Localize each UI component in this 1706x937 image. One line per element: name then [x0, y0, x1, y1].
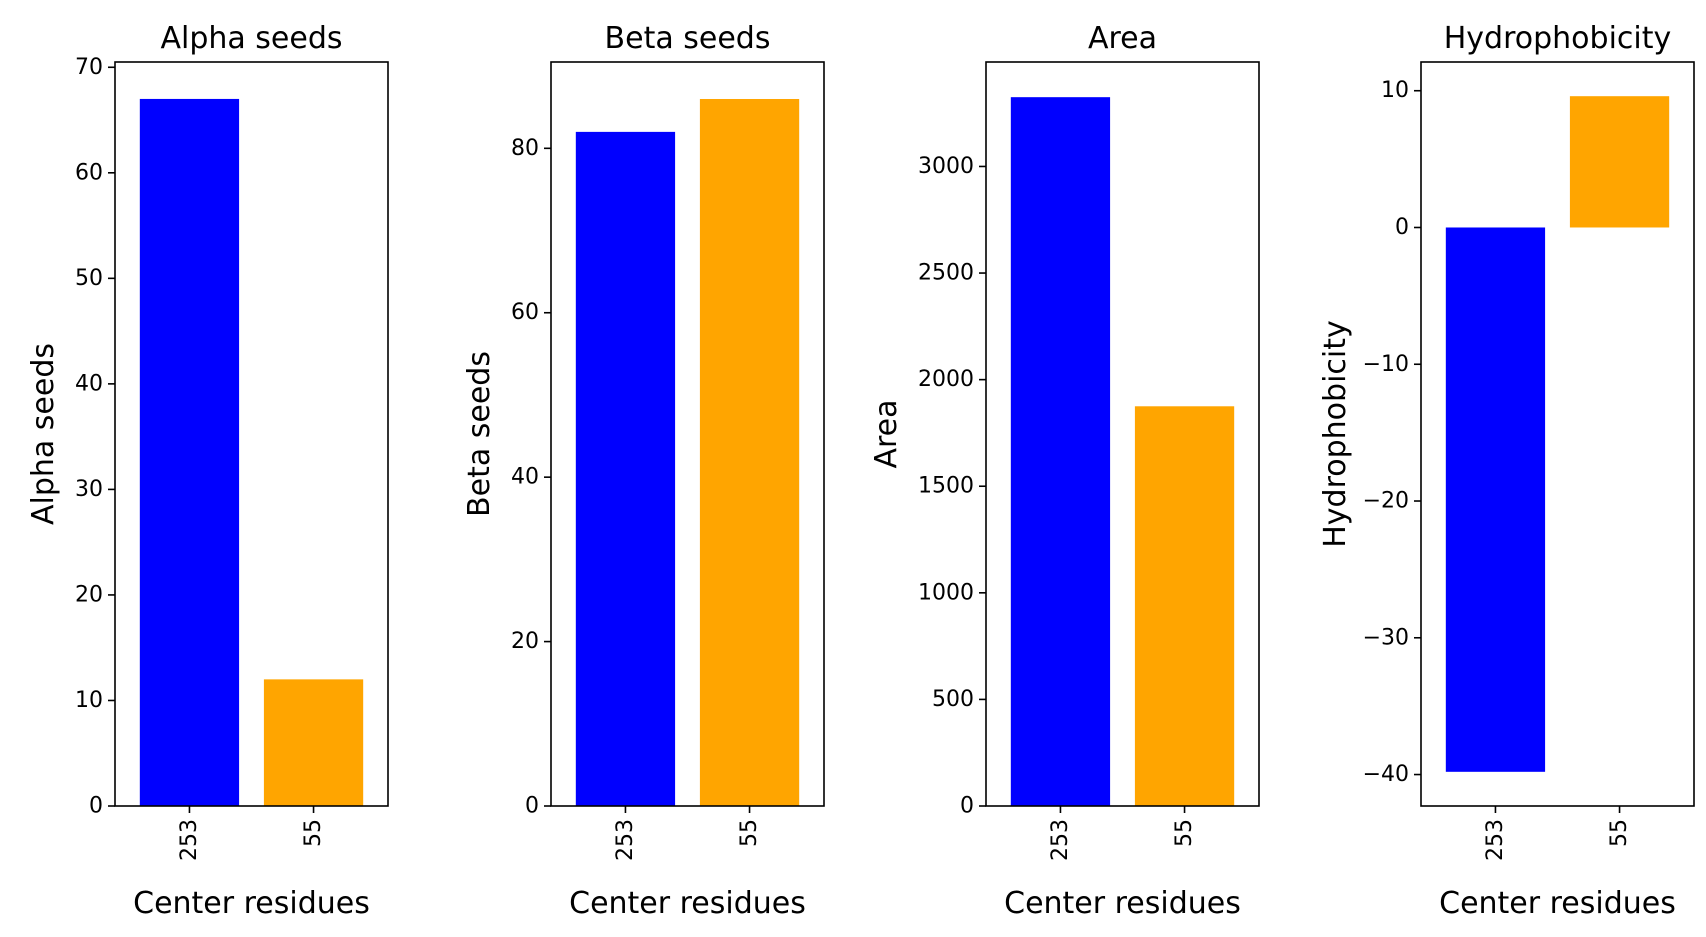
chart-area-title: Area	[1088, 21, 1157, 56]
chart-hydrophobicity-bar-253	[1445, 227, 1546, 772]
chart-alpha-seeds-title: Alpha seeds	[160, 21, 342, 56]
chart-beta-seeds-ylabel: Beta seeds	[462, 351, 497, 517]
chart-alpha-seeds-ytick-label: 50	[75, 266, 103, 291]
chart-alpha-seeds-ytick-label: 10	[75, 688, 103, 713]
chart-hydrophobicity-bar-55	[1569, 96, 1670, 228]
chart-area-axes-frame	[985, 61, 1260, 807]
chart-area-ytick-label: 2000	[918, 367, 974, 392]
chart-alpha-seeds-ylabel: Alpha seeds	[26, 343, 61, 525]
chart-beta-seeds-ytick-label: 20	[511, 629, 539, 654]
chart-area-ytick-label: 1500	[918, 474, 974, 499]
chart-beta-seeds-xtick-label: 55	[737, 819, 762, 847]
chart-beta-seeds-ytick-label: 0	[525, 794, 539, 819]
chart-hydrophobicity: −40 −30 −20 −10 0 10 253 55 Hydrophobicity Center…	[1318, 21, 1695, 921]
chart-hydrophobicity-ytick-label: −20	[1363, 489, 1409, 514]
chart-alpha-seeds-bar-55	[263, 679, 364, 806]
chart-beta-seeds-bar-55	[699, 98, 800, 806]
chart-alpha-seeds-ytick-label: 20	[75, 582, 103, 607]
chart-area-xlabel: Center residues	[1004, 886, 1241, 921]
chart-alpha-seeds-ytick-label: 40	[75, 371, 103, 396]
chart-beta-seeds-axes-frame	[550, 61, 825, 807]
chart-hydrophobicity-ytick-label: 10	[1381, 78, 1409, 103]
chart-area-xtick-label: 55	[1172, 819, 1197, 847]
chart-area-ytick-label: 0	[960, 794, 974, 819]
chart-beta-seeds-ytick-label: 60	[511, 300, 539, 325]
chart-alpha-seeds-xtick-label: 55	[301, 819, 326, 847]
chart-hydrophobicity-xtick-label: 55	[1607, 819, 1632, 847]
chart-alpha-seeds-xtick-label: 253	[177, 819, 202, 861]
chart-area-ytick-label: 3000	[918, 154, 974, 179]
chart-alpha-seeds-ytick-label: 0	[89, 794, 103, 819]
chart-beta-seeds: 0 20 40 60 80 253 55 Beta seeds Center residues B…	[462, 21, 825, 921]
chart-beta-seeds-bar-253	[575, 131, 676, 807]
chart-beta-seeds-title: Beta seeds	[605, 21, 771, 56]
chart-area: 0 500 1000 1500 2000 2500 3000 253 55 Area Center …	[869, 21, 1260, 921]
chart-hydrophobicity-axes-frame	[1420, 61, 1695, 807]
chart-alpha-seeds-ytick-label: 60	[75, 160, 103, 185]
chart-beta-seeds-ytick-label: 40	[511, 465, 539, 490]
chart-hydrophobicity-ytick-label: −30	[1363, 625, 1409, 650]
chart-alpha-seeds: 0 10 20 30 40 50 60 70 253 55 Alpha seeds Center re…	[26, 21, 389, 921]
chart-beta-seeds-ytick-label: 80	[511, 136, 539, 161]
chart-hydrophobicity-ytick-label: −10	[1363, 352, 1409, 377]
chart-alpha-seeds-xlabel: Center residues	[133, 886, 370, 921]
chart-alpha-seeds-bar-253	[139, 98, 240, 807]
chart-hydrophobicity-xlabel: Center residues	[1439, 886, 1676, 921]
chart-hydrophobicity-xtick-label: 253	[1483, 819, 1508, 861]
chart-hydrophobicity-ytick-label: −40	[1363, 762, 1409, 787]
chart-hydrophobicity-title: Hydrophobicity	[1444, 21, 1672, 56]
chart-area-ylabel: Area	[869, 399, 904, 468]
chart-beta-seeds-xtick-label: 253	[613, 819, 638, 861]
chart-hydrophobicity-ytick-label: 0	[1395, 215, 1409, 240]
chart-hydrophobicity-ylabel: Hydrophobicity	[1318, 320, 1353, 548]
chart-area-xtick-label: 253	[1048, 819, 1073, 861]
chart-alpha-seeds-ytick-label: 30	[75, 477, 103, 502]
chart-area-ytick-label: 500	[932, 687, 974, 712]
chart-area-ytick-label: 2500	[918, 261, 974, 286]
chart-area-ytick-label: 1000	[918, 580, 974, 605]
chart-area-bar-55	[1134, 406, 1235, 806]
chart-alpha-seeds-axes-frame	[114, 61, 389, 807]
chart-alpha-seeds-ytick-label: 70	[75, 55, 103, 80]
chart-area-bar-253	[1010, 97, 1111, 806]
chart-beta-seeds-xlabel: Center residues	[569, 886, 806, 921]
